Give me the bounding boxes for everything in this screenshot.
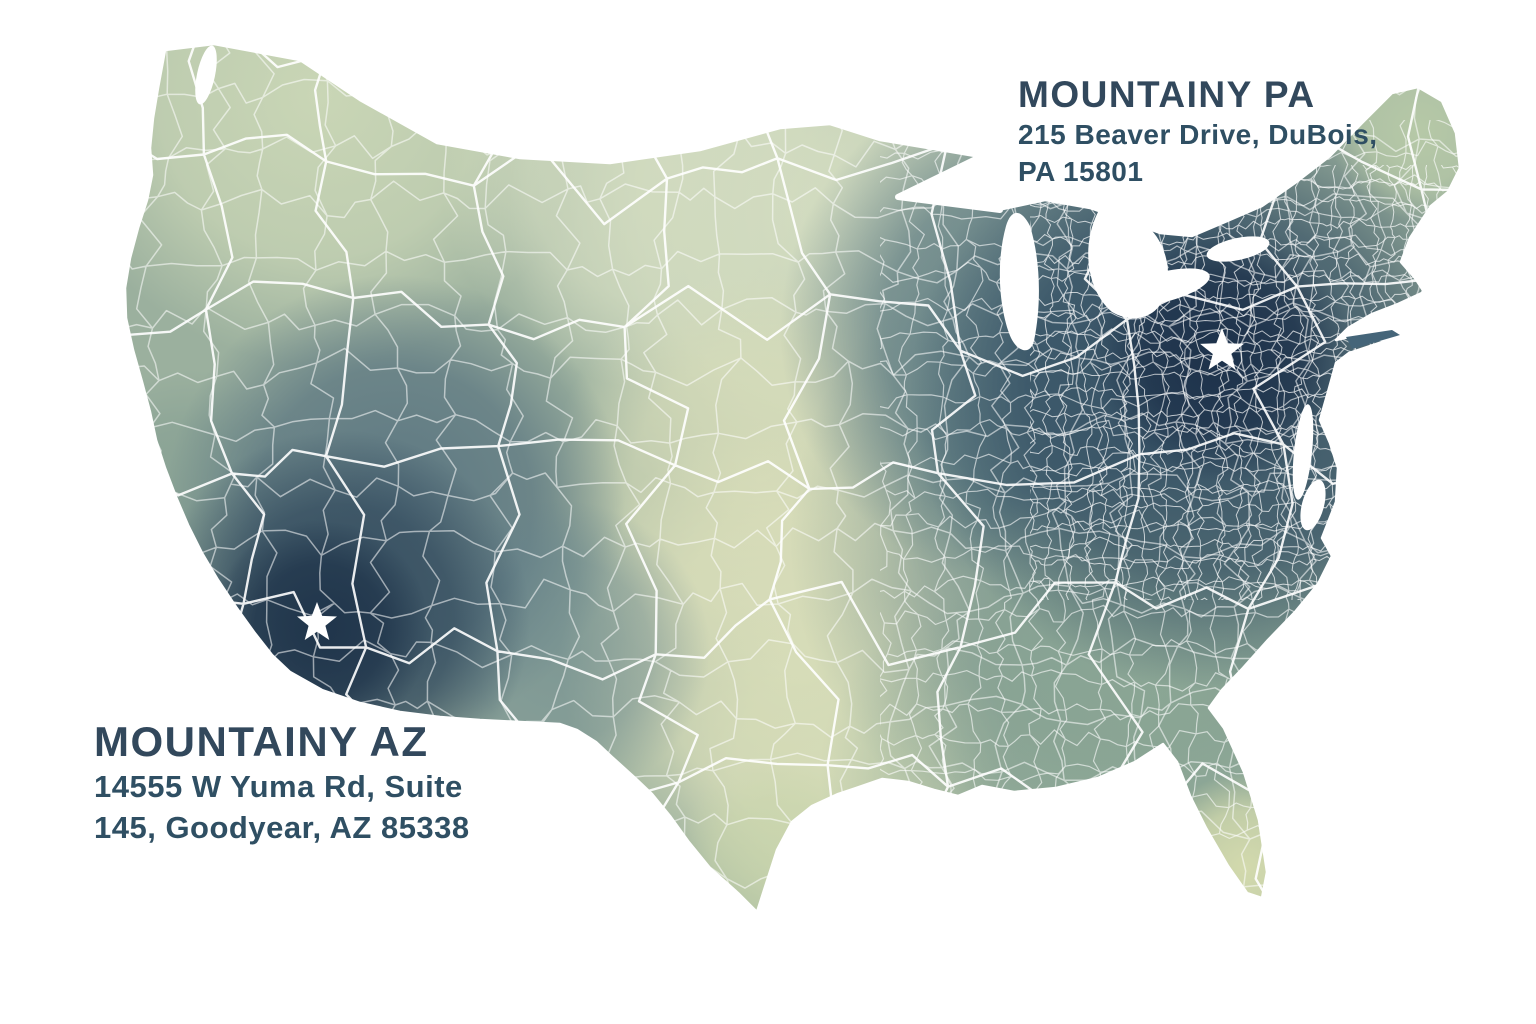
location-address-pa: 215 Beaver Drive, DuBois, PA 15801 (1018, 116, 1378, 190)
long-island (1346, 330, 1400, 349)
location-label-pa: MOUNTAINY PA 215 Beaver Drive, DuBois, P… (1018, 74, 1378, 190)
puget-sound (195, 45, 217, 105)
lake-michigan (999, 212, 1039, 351)
color-region-pale_stx (670, 760, 890, 912)
lake-erie (1116, 268, 1210, 306)
address-line-2: PA 15801 (1018, 156, 1144, 187)
location-address-az: 14555 W Yuma Rd, Suite 145, Goodyear, AZ… (94, 766, 470, 848)
location-star-pa (1200, 328, 1244, 370)
location-title-az: MOUNTAINY AZ (94, 718, 429, 765)
address-line-2: 145, Goodyear, AZ 85338 (94, 810, 470, 845)
location-title-pa: MOUNTAINY PA (1018, 74, 1316, 115)
chesapeake-bay-south (1300, 479, 1326, 531)
lake-ontario (1206, 236, 1270, 262)
location-label-az: MOUNTAINY AZ 14555 W Yuma Rd, Suite 145,… (94, 718, 470, 848)
chesapeake-bay (1292, 404, 1314, 500)
address-line-1: 14555 W Yuma Rd, Suite (94, 769, 463, 804)
coastline-outline (123, 42, 1462, 914)
location-star-az (297, 602, 337, 640)
lake-superior (895, 154, 1003, 213)
address-line-1: 215 Beaver Drive, DuBois, (1018, 119, 1378, 150)
